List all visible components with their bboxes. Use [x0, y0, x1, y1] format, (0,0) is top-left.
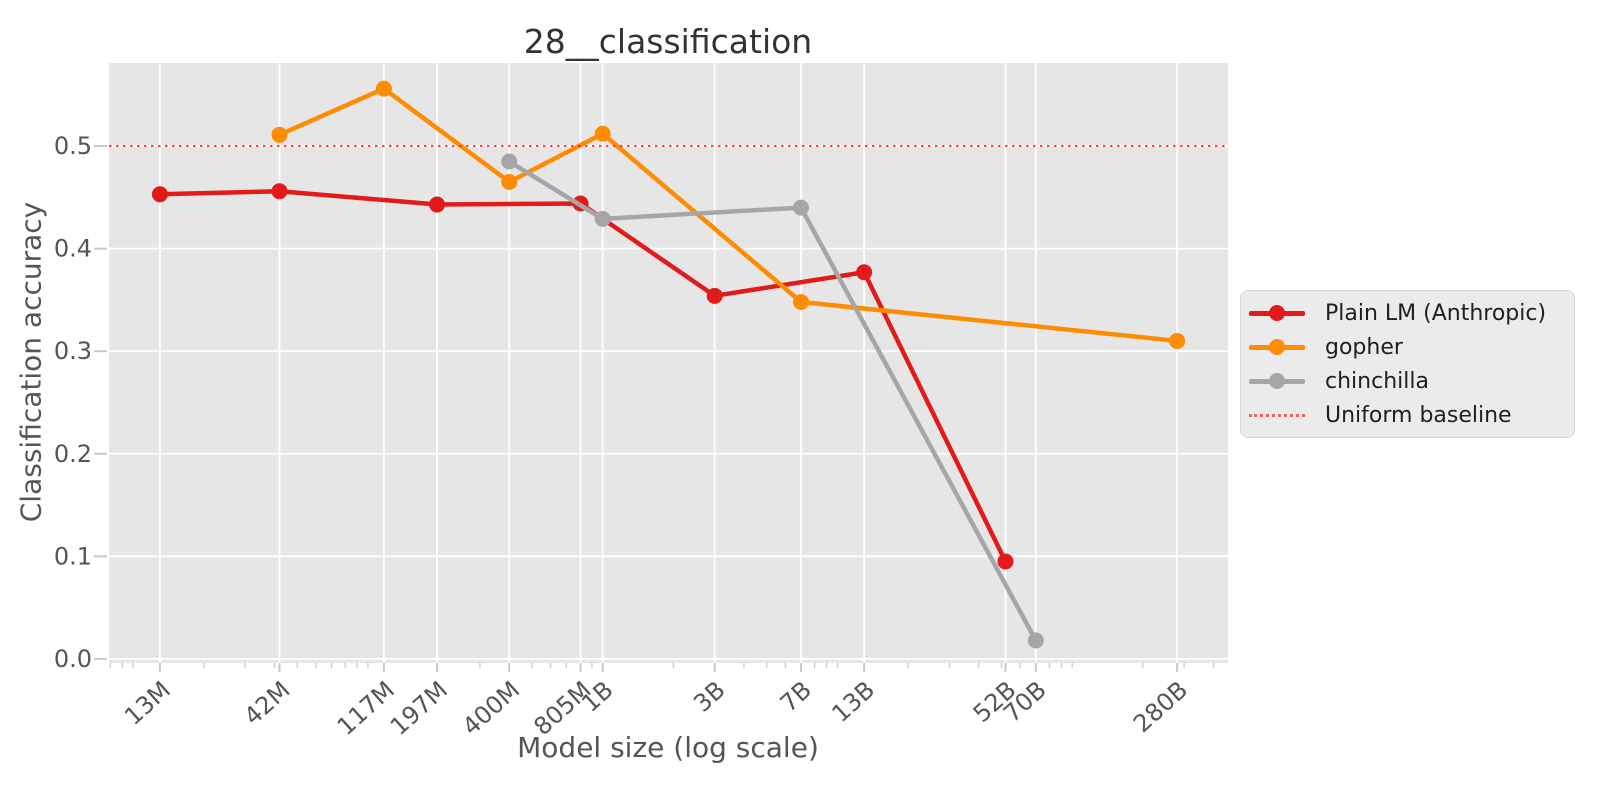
- data-point-1-280B: [1169, 332, 1186, 349]
- data-point-0-3B: [706, 287, 723, 304]
- data-point-1-7B: [793, 293, 810, 310]
- series-line-1: [277, 86, 1180, 344]
- legend-line-marker-icon: [1249, 338, 1305, 356]
- x-tick-label: 197M: [385, 676, 453, 741]
- y-tick-label: 0.1: [54, 542, 92, 570]
- x-tick-label: 280B: [1128, 676, 1193, 738]
- legend-item-gopher: gopher: [1241, 330, 1574, 364]
- legend-dotted-line-icon: [1249, 406, 1305, 424]
- legend: Plain LM (Anthropic) gopher chinchilla U…: [1240, 290, 1575, 438]
- y-tick-label: 0.4: [54, 235, 92, 263]
- data-point-2-1B: [594, 210, 611, 227]
- x-tick-label: 117M: [332, 676, 400, 741]
- data-point-0-42M: [271, 183, 288, 200]
- x-tick-label: 42M: [239, 676, 296, 731]
- data-point-1-400M: [501, 173, 518, 190]
- data-point-1-42M: [271, 126, 288, 143]
- data-point-0-13B: [856, 264, 873, 281]
- y-tick-label: 0.5: [54, 132, 92, 160]
- legend-item-chinchilla: chinchilla: [1241, 364, 1574, 398]
- legend-label: Uniform baseline: [1325, 402, 1512, 428]
- x-tick-label: 400M: [457, 676, 525, 741]
- data-point-2-400M: [501, 153, 518, 170]
- data-point-0-13M: [151, 186, 168, 203]
- legend-label: chinchilla: [1325, 368, 1429, 394]
- legend-line-marker-icon: [1249, 372, 1305, 390]
- data-point-0-197M: [429, 196, 446, 213]
- legend-item-uniform-baseline: Uniform baseline: [1241, 398, 1574, 432]
- legend-label: gopher: [1325, 334, 1403, 360]
- legend-line-marker-icon: [1249, 304, 1305, 322]
- legend-item-plain-lm: Plain LM (Anthropic): [1241, 296, 1574, 330]
- y-tick-label: 0.3: [54, 337, 92, 365]
- plot-background: [109, 63, 1228, 663]
- x-axis-label: Model size (log scale): [517, 731, 819, 764]
- x-tick-label: 7B: [775, 676, 817, 718]
- y-tick-label: 0.2: [54, 440, 92, 468]
- legend-label: Plain LM (Anthropic): [1325, 300, 1547, 326]
- data-point-1-117M: [375, 80, 392, 97]
- x-tick-label: 3B: [688, 676, 730, 718]
- series-line-2: [506, 159, 1039, 643]
- x-tick-label: 13B: [826, 676, 880, 728]
- data-point-1-1B: [594, 125, 611, 142]
- data-point-2-7B: [793, 199, 810, 216]
- data-point-0-52B: [997, 553, 1014, 570]
- data-point-2-70B: [1027, 632, 1044, 649]
- y-tick-label: 0.0: [54, 645, 92, 673]
- chart-title: 28__classification: [523, 22, 813, 61]
- x-tick-label: 13M: [119, 676, 176, 731]
